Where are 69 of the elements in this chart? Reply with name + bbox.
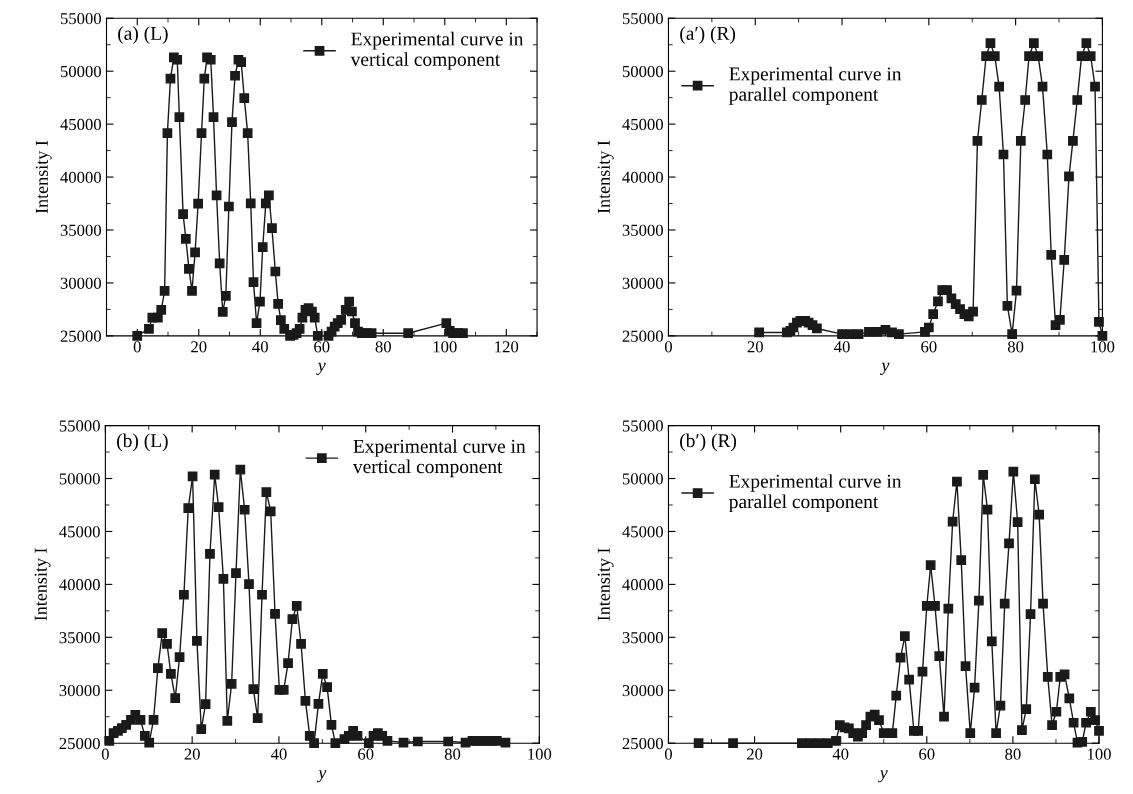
y-tick-label: 35000: [60, 224, 102, 236]
y-tick-label: 45000: [622, 526, 663, 538]
y-axis-title: Intensity I: [597, 140, 614, 214]
y-tick-label: 55000: [622, 12, 663, 25]
y-tick-label: 25000: [622, 737, 663, 750]
y-tick-label: 50000: [60, 65, 102, 78]
y-tick-label: 35000: [59, 632, 100, 644]
y-tick-label: 45000: [60, 118, 102, 131]
x-tick-label: 100: [528, 748, 552, 760]
x-tick-label: 80: [375, 341, 391, 353]
legend-label: Experimental curve in parallel component: [729, 474, 902, 513]
x-tick-label: 40: [832, 748, 849, 760]
x-tick-label: 20: [747, 341, 763, 353]
legend-label: Experimental curve in vertical component: [352, 439, 526, 478]
x-axis-title: y: [878, 770, 888, 783]
annotation: (b) (L): [117, 433, 168, 452]
x-tick-label: 0: [101, 748, 109, 760]
y-tick-label: 55000: [59, 420, 100, 432]
x-tick-label: 60: [921, 341, 937, 353]
x-tick-label: 80: [1005, 748, 1021, 760]
x-tick-label: 20: [184, 748, 200, 760]
legend-label: Experimental curve in vertical component: [350, 31, 524, 70]
y-tick-label: 30000: [59, 684, 100, 697]
x-tick-label: 120: [495, 341, 519, 353]
x-tick-label: 40: [270, 748, 287, 760]
x-tick-label: 20: [746, 748, 763, 760]
y-tick-label: 40000: [622, 579, 663, 591]
y-tick-label: 40000: [59, 579, 100, 591]
x-tick-label: 0: [664, 341, 672, 353]
y-tick-label: 50000: [622, 65, 663, 78]
y-axis-title: Intensity I: [34, 548, 51, 621]
legend-label: Experimental curve in parallel component: [729, 66, 902, 105]
x-tick-label: 80: [1007, 341, 1024, 353]
y-tick-label: 50000: [59, 473, 100, 485]
x-tick-label: 60: [919, 748, 935, 760]
y-tick-label: 30000: [60, 277, 102, 289]
annotation: (a) (L): [118, 26, 168, 44]
y-tick-label: 25000: [622, 330, 663, 342]
y-tick-label: 45000: [59, 526, 100, 538]
y-tick-label: 25000: [60, 330, 102, 342]
x-tick-label: 0: [133, 341, 141, 353]
x-axis-title: y: [879, 362, 890, 375]
x-tick-label: 100: [1087, 748, 1111, 760]
x-tick-label: 100: [433, 341, 457, 353]
y-axis-title: Intensity I: [597, 548, 614, 621]
y-tick-label: 30000: [622, 684, 663, 697]
y-tick-label: 35000: [622, 224, 663, 236]
x-tick-label: 0: [664, 748, 672, 760]
y-tick-label: 45000: [622, 118, 663, 131]
x-tick-label: 80: [444, 748, 461, 760]
y-tick-label: 30000: [622, 277, 663, 289]
x-tick-label: 60: [314, 341, 330, 353]
y-tick-label: 50000: [622, 473, 663, 485]
x-tick-label: 40: [834, 341, 850, 353]
x-tick-label: 100: [1091, 341, 1115, 353]
annotation: (b′) (R): [680, 433, 737, 452]
x-tick-label: 40: [252, 341, 268, 353]
y-tick-label: 40000: [60, 171, 102, 184]
x-axis-title: y: [316, 362, 326, 375]
y-axis-title: Intensity I: [35, 140, 52, 214]
x-tick-label: 20: [191, 341, 207, 353]
annotation: (a′) (R): [680, 26, 736, 44]
x-tick-label: 60: [358, 748, 374, 760]
y-tick-label: 35000: [622, 632, 663, 644]
y-tick-label: 40000: [622, 171, 663, 184]
y-tick-label: 25000: [59, 737, 100, 750]
x-axis-title: y: [316, 770, 327, 783]
y-tick-label: 55000: [60, 12, 102, 25]
y-tick-label: 55000: [622, 420, 663, 432]
